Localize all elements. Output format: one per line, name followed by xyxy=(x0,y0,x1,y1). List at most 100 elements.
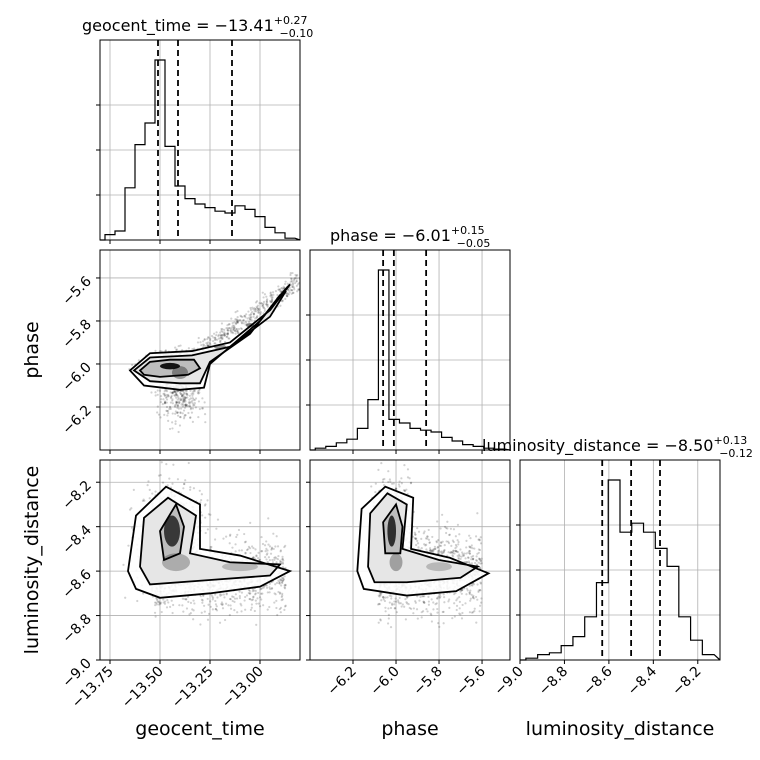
scatter-point xyxy=(280,599,283,602)
scatter-point xyxy=(184,403,187,406)
scatter-point xyxy=(231,329,235,332)
scatter-point xyxy=(243,314,246,317)
scatter-point xyxy=(206,344,209,347)
scatter-point xyxy=(248,592,251,595)
scatter-point xyxy=(479,559,482,562)
scatter-point xyxy=(176,411,179,414)
scatter-point xyxy=(275,581,279,585)
histogram-phase xyxy=(310,269,511,451)
scatter-point xyxy=(190,406,193,410)
scatter-point xyxy=(169,397,173,400)
scatter-point xyxy=(403,489,407,493)
scatter-point xyxy=(223,332,226,335)
scatter-point xyxy=(191,347,194,351)
scatter-point xyxy=(281,566,285,569)
scatter-point xyxy=(251,310,254,314)
scatter-point xyxy=(220,329,223,332)
scatter-point xyxy=(207,344,210,347)
scatter-point xyxy=(211,598,214,601)
scatter-point xyxy=(221,333,224,336)
scatter-point xyxy=(228,337,231,340)
scatter-point xyxy=(380,599,383,602)
scatter-point xyxy=(250,606,253,609)
scatter-point xyxy=(192,398,195,401)
scatter-point xyxy=(390,597,393,600)
scatter-point xyxy=(257,311,260,314)
scatter-point xyxy=(425,608,428,611)
scatter-point xyxy=(259,311,263,314)
scatter-point xyxy=(190,392,193,396)
scatter-point xyxy=(225,535,228,538)
scatter-point xyxy=(252,595,255,598)
scatter-point xyxy=(389,626,393,629)
scatter-point xyxy=(171,398,174,401)
scatter-point xyxy=(440,552,443,556)
scatter-point xyxy=(477,561,480,564)
scatter-point xyxy=(451,550,454,553)
scatter-point xyxy=(459,557,462,560)
scatter-point xyxy=(284,583,287,586)
scatter-point xyxy=(456,550,460,554)
scatter-point xyxy=(171,421,174,424)
scatter-point xyxy=(212,336,215,339)
scatter-point xyxy=(178,397,181,400)
scatter-point xyxy=(231,321,234,325)
scatter-point xyxy=(164,600,167,603)
scatter-point xyxy=(464,557,467,560)
scatter-point xyxy=(290,279,293,282)
scatter-point xyxy=(223,334,226,337)
scatter-point xyxy=(167,394,170,397)
scatter-point xyxy=(163,400,167,403)
scatter-point xyxy=(179,415,182,419)
scatter-point xyxy=(290,292,293,295)
scatter-point xyxy=(236,533,239,536)
scatter-point xyxy=(284,280,287,283)
scatter-point xyxy=(384,596,387,599)
scatter-point xyxy=(446,527,449,530)
scatter-point xyxy=(292,278,296,281)
scatter-point xyxy=(219,333,222,337)
scatter-point xyxy=(453,593,456,596)
scatter-point xyxy=(197,400,201,403)
scatter-point xyxy=(209,339,212,342)
scatter-point xyxy=(163,413,166,416)
scatter-point xyxy=(157,474,161,477)
scatter-point xyxy=(471,547,474,550)
scatter-point xyxy=(480,562,483,565)
scatter-point xyxy=(160,461,163,464)
scatter-point xyxy=(184,414,187,417)
scatter-point xyxy=(192,487,196,490)
hist-panel-phase xyxy=(306,249,511,454)
scatter-point xyxy=(222,537,225,540)
scatter-point xyxy=(229,598,232,601)
scatter-point xyxy=(468,561,471,564)
scatter-point xyxy=(255,602,258,605)
scatter-point xyxy=(471,596,475,599)
scatter-point xyxy=(163,394,166,397)
scatter-point xyxy=(471,595,475,599)
scatter-point xyxy=(172,463,175,466)
scatter-point xyxy=(268,582,272,585)
scatter-point xyxy=(174,346,177,349)
scatter-point xyxy=(432,547,435,551)
scatter-point xyxy=(225,593,228,596)
scatter-point xyxy=(159,601,163,604)
scatter-point xyxy=(249,598,252,601)
scatter-point xyxy=(441,513,444,516)
scatter-point xyxy=(159,474,162,477)
scatter-point xyxy=(476,552,479,555)
scatter-point xyxy=(412,612,415,615)
scatter-point xyxy=(423,543,426,546)
scatter-point xyxy=(184,403,187,407)
scatter-point xyxy=(460,555,463,558)
scatter-point xyxy=(182,403,185,406)
scatter-point xyxy=(233,321,236,324)
scatter-point xyxy=(468,591,471,594)
scatter-point xyxy=(160,398,163,401)
scatter-point xyxy=(244,608,247,611)
scatter-point xyxy=(190,400,193,404)
scatter-point xyxy=(254,308,257,311)
scatter-point xyxy=(242,319,245,322)
scatter-point xyxy=(267,517,270,520)
scatter-point xyxy=(187,401,190,404)
